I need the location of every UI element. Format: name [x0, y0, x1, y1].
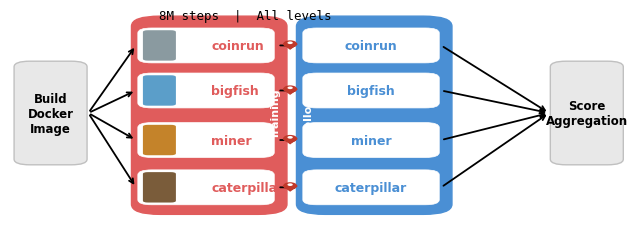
- Polygon shape: [283, 45, 297, 50]
- Ellipse shape: [283, 86, 297, 93]
- Ellipse shape: [287, 87, 292, 90]
- FancyBboxPatch shape: [138, 29, 275, 64]
- FancyBboxPatch shape: [138, 170, 275, 205]
- Text: caterpillar: caterpillar: [211, 181, 284, 194]
- Text: 8M steps  |  All levels: 8M steps | All levels: [159, 10, 332, 23]
- FancyBboxPatch shape: [143, 125, 176, 155]
- FancyBboxPatch shape: [131, 17, 287, 215]
- Polygon shape: [283, 186, 297, 191]
- Text: bigfish: bigfish: [211, 85, 259, 98]
- FancyBboxPatch shape: [138, 74, 275, 109]
- Text: bigfish: bigfish: [347, 85, 395, 98]
- Polygon shape: [283, 139, 297, 144]
- Ellipse shape: [283, 135, 297, 143]
- Ellipse shape: [283, 183, 297, 190]
- Text: miner: miner: [351, 134, 391, 147]
- Text: coinrun: coinrun: [345, 40, 397, 53]
- Ellipse shape: [287, 42, 292, 45]
- FancyBboxPatch shape: [143, 31, 176, 61]
- Polygon shape: [283, 90, 297, 95]
- Text: coinrun: coinrun: [211, 40, 264, 53]
- Text: Build
Docker
Image: Build Docker Image: [28, 92, 74, 135]
- FancyBboxPatch shape: [14, 62, 87, 165]
- FancyBboxPatch shape: [303, 29, 439, 64]
- FancyBboxPatch shape: [550, 62, 623, 165]
- Text: caterpillar: caterpillar: [335, 181, 407, 194]
- Ellipse shape: [287, 136, 292, 139]
- Text: Training: Training: [271, 88, 280, 139]
- FancyBboxPatch shape: [143, 76, 176, 106]
- FancyBboxPatch shape: [303, 170, 439, 205]
- Text: Rollout: Rollout: [303, 91, 313, 136]
- Ellipse shape: [287, 183, 292, 186]
- FancyBboxPatch shape: [296, 17, 452, 215]
- Text: miner: miner: [211, 134, 252, 147]
- Ellipse shape: [283, 41, 297, 48]
- Text: Score
Aggregation: Score Aggregation: [546, 100, 628, 127]
- FancyBboxPatch shape: [143, 172, 176, 203]
- FancyBboxPatch shape: [138, 123, 275, 158]
- FancyBboxPatch shape: [303, 74, 439, 109]
- FancyBboxPatch shape: [303, 123, 439, 158]
